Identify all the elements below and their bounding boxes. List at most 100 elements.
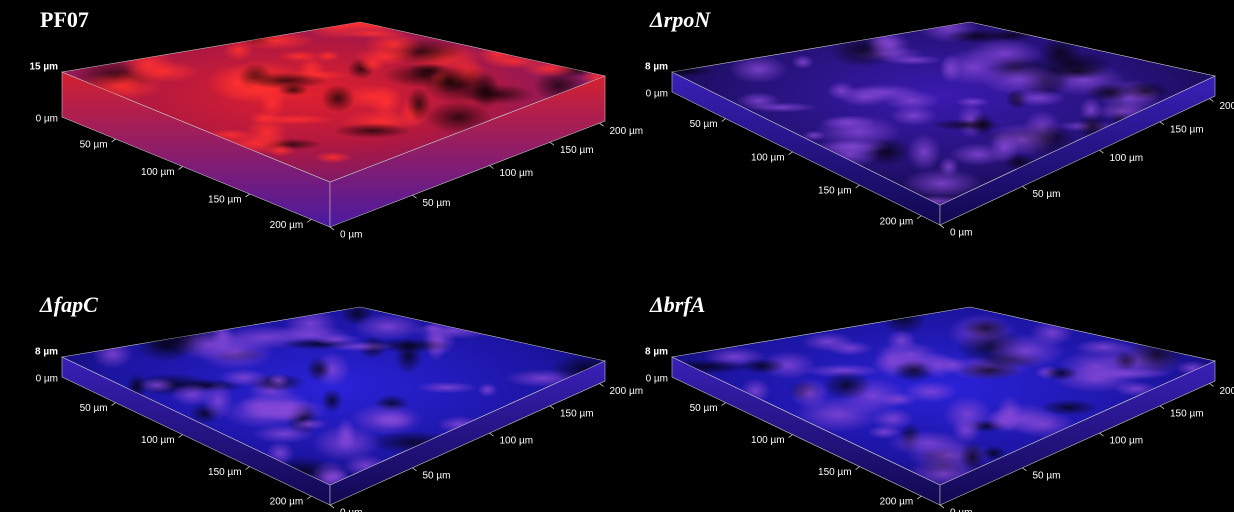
texture-blob bbox=[819, 115, 876, 129]
axis-tick bbox=[413, 195, 417, 198]
texture-blob bbox=[1031, 51, 1114, 75]
x-axis-label: 50 µm bbox=[690, 119, 718, 130]
y-axis-label: 100 µm bbox=[1110, 153, 1144, 164]
texture-blob bbox=[136, 328, 197, 362]
texture-blob bbox=[986, 334, 1065, 369]
axis-tick bbox=[330, 505, 334, 508]
axis-tick bbox=[550, 406, 554, 409]
texture-blob bbox=[729, 55, 788, 84]
texture-blob bbox=[222, 396, 307, 428]
axis-tick bbox=[1210, 99, 1214, 102]
x-axis-label: 100 µm bbox=[141, 435, 175, 446]
texture-blob bbox=[477, 383, 498, 397]
texture-blob bbox=[903, 381, 958, 403]
axis-tick bbox=[722, 119, 726, 122]
z-axis-label: 0 µm bbox=[36, 374, 58, 385]
y-axis-label: 200 µm bbox=[610, 386, 644, 397]
axis-tick bbox=[1100, 150, 1104, 153]
x-axis-label: 150 µm bbox=[208, 195, 242, 206]
axis-tick bbox=[917, 496, 921, 499]
panel-title: PF07 bbox=[40, 7, 89, 32]
x-axis-label: 150 µm bbox=[818, 186, 852, 197]
axis-tick bbox=[600, 123, 604, 126]
y-axis-label: 100 µm bbox=[500, 168, 534, 179]
axis-tick bbox=[490, 166, 494, 169]
texture-blob bbox=[326, 341, 395, 351]
texture-blob bbox=[791, 55, 814, 69]
panel-title: ΔfapC bbox=[39, 292, 98, 317]
texture-blob bbox=[407, 87, 431, 121]
axis-tick bbox=[179, 167, 183, 170]
texture-blob bbox=[847, 84, 922, 101]
y-axis-label: 200 µm bbox=[1220, 386, 1234, 397]
x-axis-label: 200 µm bbox=[880, 497, 914, 508]
texture-blob bbox=[353, 313, 423, 340]
texture-blob bbox=[929, 119, 1002, 130]
axis-tick bbox=[490, 433, 494, 436]
axis-tick bbox=[1023, 186, 1027, 189]
texture-blob bbox=[1083, 368, 1170, 380]
texture-blob bbox=[410, 322, 496, 339]
x-axis-label: 50 µm bbox=[690, 403, 718, 414]
texture-blob bbox=[939, 356, 967, 373]
x-axis-label: 100 µm bbox=[141, 167, 175, 178]
texture-blob bbox=[802, 332, 855, 351]
texture-blob bbox=[252, 114, 337, 124]
y-axis-label: 50 µm bbox=[423, 198, 451, 209]
texture-blob bbox=[92, 339, 133, 369]
panel-title: ΔbrfA bbox=[649, 292, 705, 317]
texture-blob bbox=[369, 85, 402, 121]
axis-tick bbox=[917, 216, 921, 219]
axis-tick bbox=[1160, 122, 1164, 125]
axis-tick bbox=[307, 496, 311, 499]
texture-blob bbox=[882, 55, 943, 65]
axis-tick bbox=[1210, 383, 1214, 386]
x-axis-label: 50 µm bbox=[80, 403, 108, 414]
z-axis-label: 8 µm bbox=[35, 347, 58, 358]
y-axis-label: 200 µm bbox=[610, 126, 644, 137]
texture-blob bbox=[243, 72, 328, 89]
axis-tick bbox=[789, 435, 793, 438]
axis-tick bbox=[307, 219, 311, 222]
y-axis-label: 0 µm bbox=[950, 228, 972, 239]
texture-blob bbox=[822, 371, 871, 400]
texture-blob bbox=[416, 382, 478, 394]
axis-tick bbox=[856, 185, 860, 188]
y-axis-label: 50 µm bbox=[1033, 470, 1061, 481]
texture-blob bbox=[1086, 83, 1134, 102]
texture-blob bbox=[986, 123, 1057, 156]
texture-blob bbox=[868, 32, 911, 59]
y-axis-label: 150 µm bbox=[1170, 408, 1204, 419]
y-axis-label: 50 µm bbox=[1033, 189, 1061, 200]
y-axis-label: 100 µm bbox=[1110, 436, 1144, 447]
texture-blob bbox=[170, 383, 214, 405]
axis-tick bbox=[1160, 406, 1164, 409]
y-axis-label: 0 µm bbox=[340, 508, 362, 512]
axis-tick bbox=[413, 468, 417, 471]
x-axis-label: 100 µm bbox=[751, 152, 785, 163]
axis-tick bbox=[856, 467, 860, 470]
axis-tick bbox=[246, 467, 250, 470]
texture-blob bbox=[321, 84, 355, 112]
panel: ΔfapC 8 µm 0 µm 50 µm 100 µm 150 µm 200 µm 0 µm… bbox=[35, 292, 643, 512]
axis-tick bbox=[112, 403, 116, 406]
panel-title: ΔrpoN bbox=[649, 7, 711, 32]
x-axis-label: 200 µm bbox=[270, 497, 304, 508]
axis-tick bbox=[550, 142, 554, 145]
texture-blob bbox=[279, 51, 320, 62]
x-axis-label: 50 µm bbox=[80, 140, 108, 151]
axis-tick bbox=[330, 227, 334, 230]
axis-tick bbox=[600, 383, 604, 386]
texture-blob bbox=[955, 97, 990, 107]
texture-blob bbox=[314, 152, 352, 163]
y-axis-label: 150 µm bbox=[560, 408, 594, 419]
axis-tick bbox=[1023, 468, 1027, 471]
texture-blob bbox=[460, 84, 535, 104]
y-axis-label: 0 µm bbox=[340, 230, 362, 241]
texture-blob bbox=[353, 48, 416, 65]
texture-blob bbox=[886, 330, 917, 352]
z-axis-label: 0 µm bbox=[646, 374, 668, 385]
texture-blob bbox=[746, 102, 818, 112]
texture-blob bbox=[321, 389, 343, 413]
